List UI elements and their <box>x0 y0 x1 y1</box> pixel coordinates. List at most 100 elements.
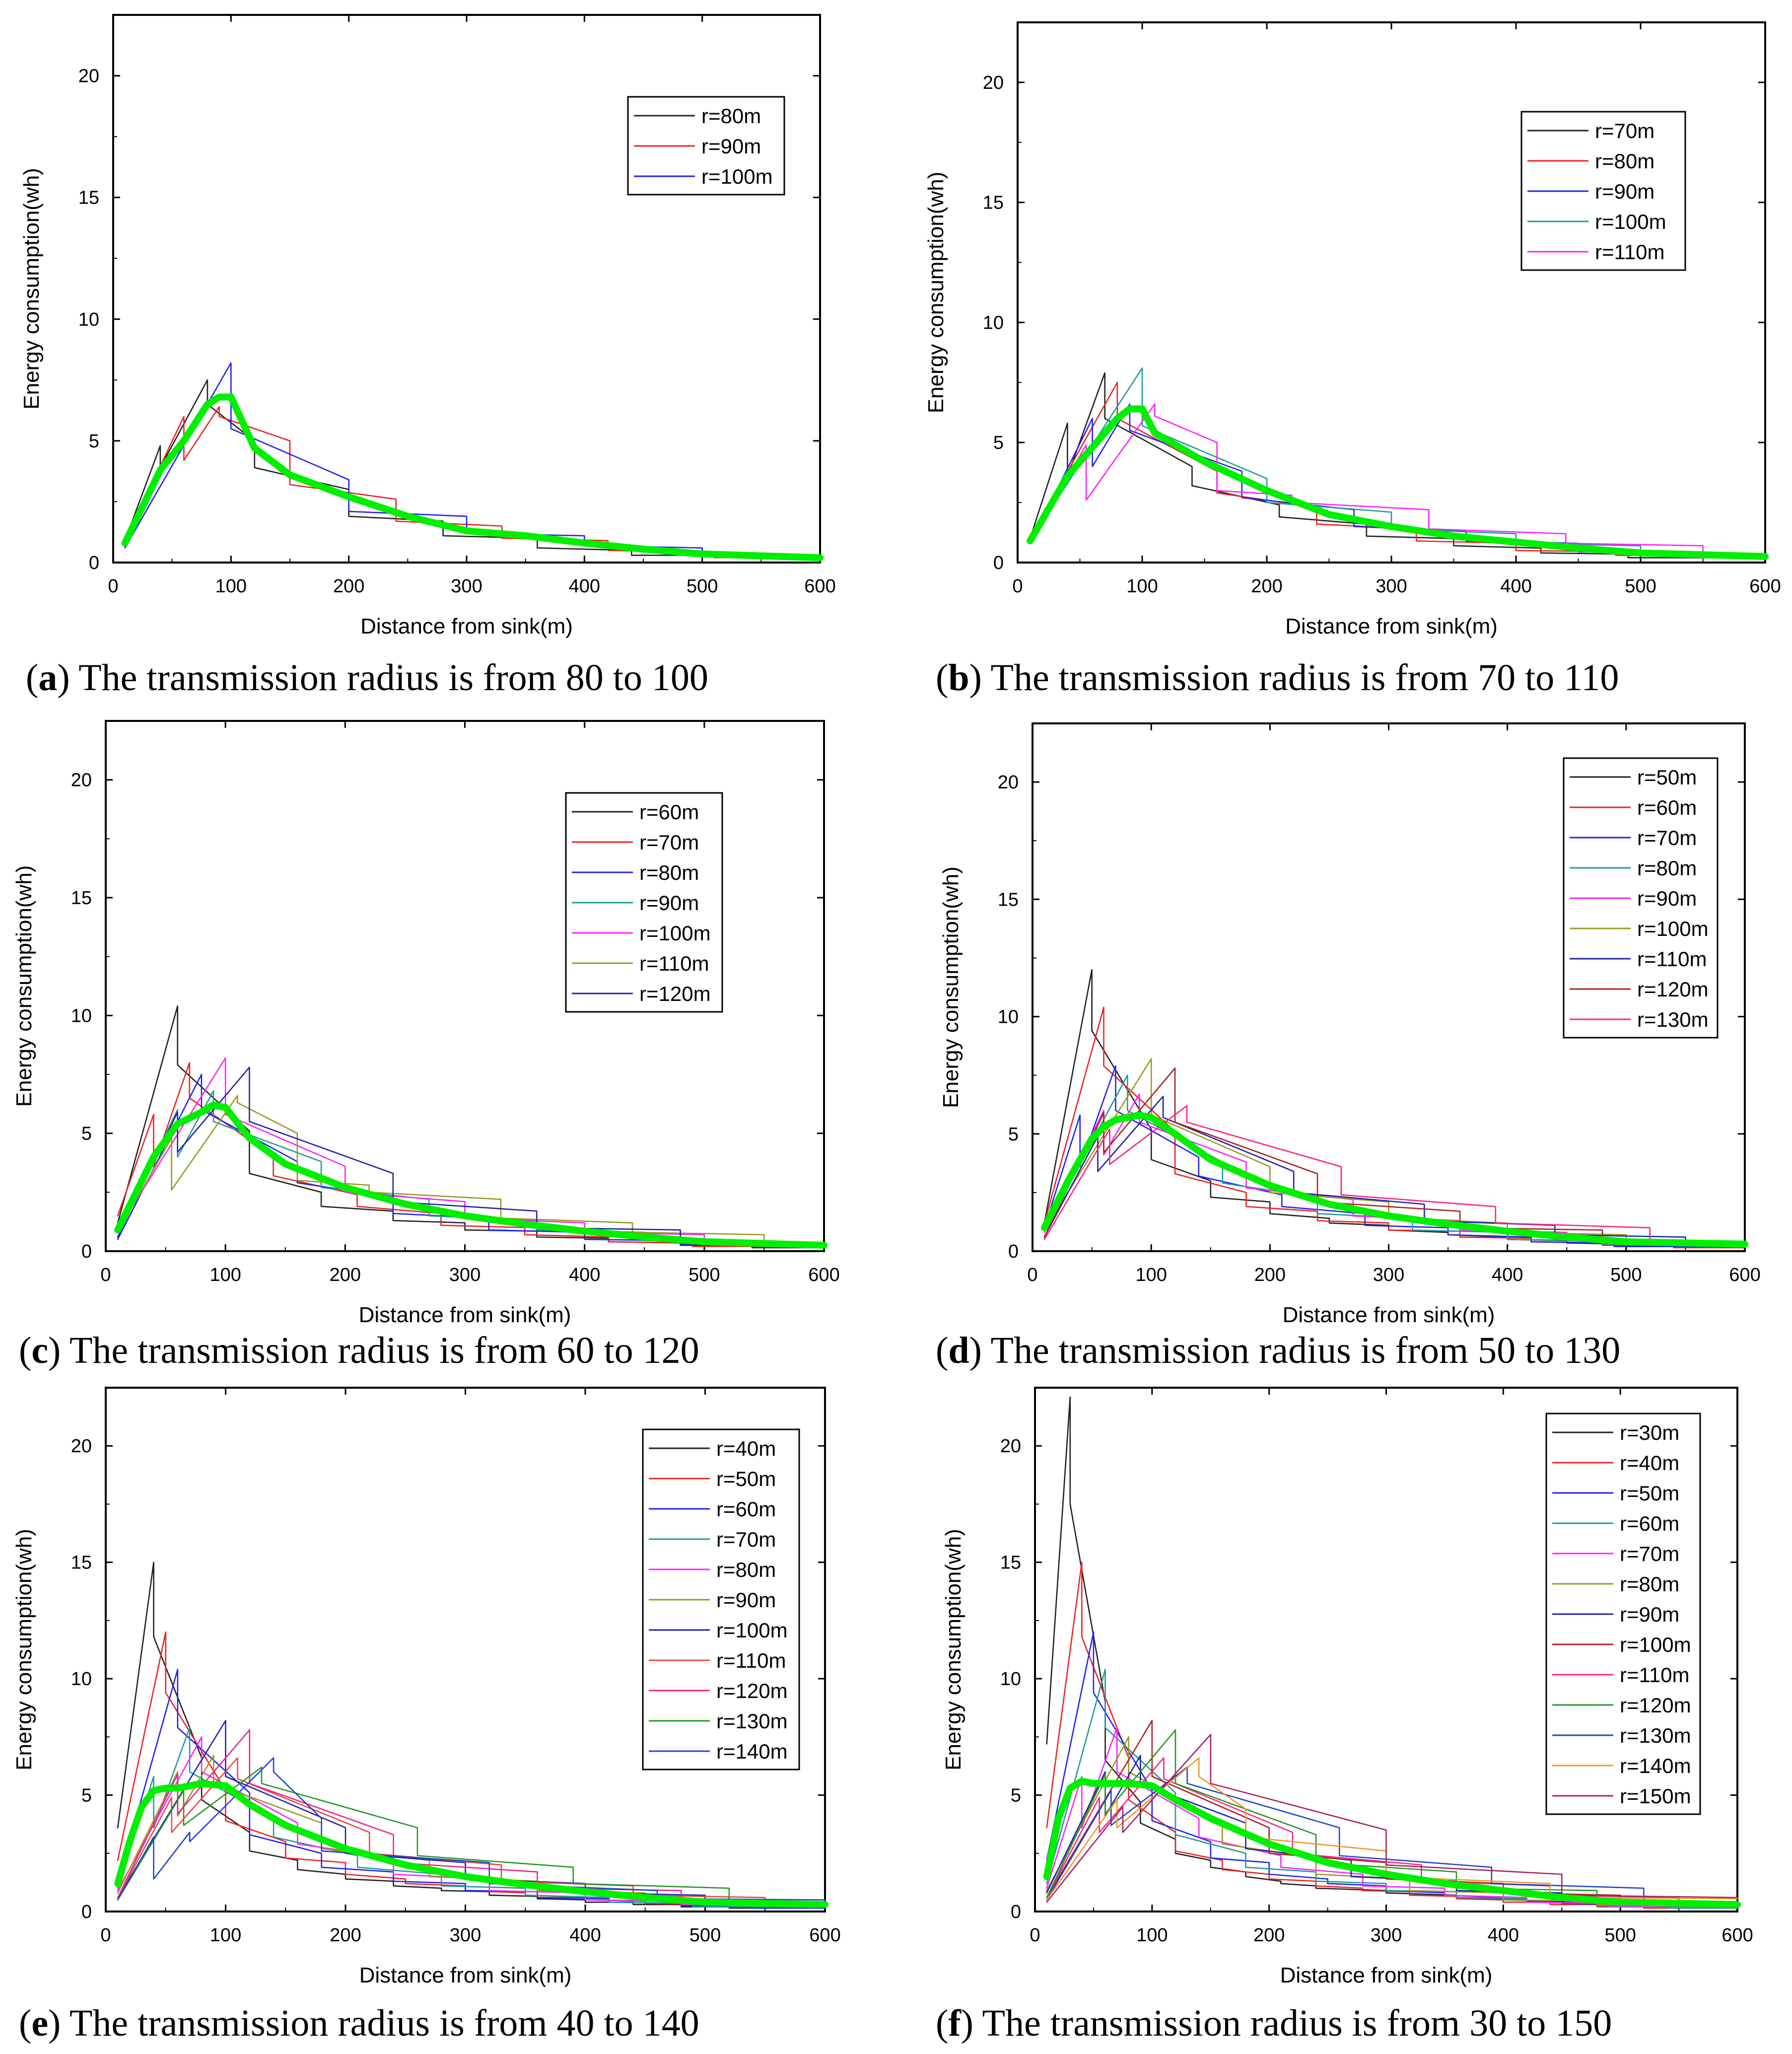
series-line-r120m <box>1046 1729 1738 1904</box>
x-tick-label: 600 <box>1749 576 1781 597</box>
x-tick-label: 200 <box>1251 576 1282 597</box>
legend-label: r=140m <box>1620 1754 1691 1777</box>
y-tick-label: 15 <box>1000 1553 1021 1573</box>
legend-label: r=90m <box>701 135 761 158</box>
y-tick-label: 20 <box>71 770 92 791</box>
x-tick-label: 300 <box>450 1925 481 1946</box>
y-tick-label: 5 <box>1011 1785 1021 1806</box>
x-tick-label: 0 <box>1030 1925 1040 1946</box>
series-line-r90m <box>117 1090 825 1246</box>
legend-label: r=50m <box>1637 766 1697 789</box>
x-tick-label: 100 <box>215 576 247 597</box>
legend-label: r=80m <box>701 104 761 128</box>
y-tick-label: 0 <box>1008 1241 1019 1262</box>
x-tick-label: 100 <box>209 1265 241 1285</box>
legend-label: r=80m <box>1595 149 1654 173</box>
y-tick-label: 15 <box>71 888 92 909</box>
series-line-average <box>114 1780 828 1908</box>
legend-label: r=130m <box>1620 1724 1691 1747</box>
x-tick-label: 200 <box>1253 1925 1285 1946</box>
series-line-r120m <box>117 1729 826 1904</box>
legend-label: r=90m <box>1637 887 1697 910</box>
x-tick-label: 600 <box>809 1925 840 1946</box>
legend-label: r=140m <box>716 1740 788 1763</box>
y-tick-label: 15 <box>983 193 1004 213</box>
x-tick-label: 0 <box>1027 1265 1037 1285</box>
legend-label: r=60m <box>1637 796 1697 819</box>
x-tick-label: 0 <box>1012 576 1023 597</box>
y-tick-label: 10 <box>1000 1669 1021 1690</box>
series-line-r130m <box>117 1767 826 1903</box>
x-tick-label: 300 <box>1373 1265 1404 1285</box>
x-tick-label: 100 <box>1126 576 1158 597</box>
legend-label: r=90m <box>1595 180 1654 203</box>
legend-label: r=110m <box>716 1649 786 1672</box>
y-axis-label: Energy consumption(wh) <box>924 172 948 414</box>
legend-label: r=120m <box>1620 1694 1691 1717</box>
series-line-r110m <box>1029 403 1766 556</box>
caption-e: (e) The transmission radius is from 40 t… <box>19 2002 699 2044</box>
legend: r=40m r=50m r=60m r=70m r=80m r=90m r=100m r=11… <box>642 1428 800 1771</box>
series-line-r110m <box>117 1757 826 1906</box>
legend-label: r=80m <box>1637 856 1697 880</box>
y-axis-label: Energy consumption(wh) <box>939 866 963 1108</box>
series-line-r90m <box>1029 403 1766 558</box>
series-line-average <box>1043 1777 1741 1908</box>
legend-label: r=60m <box>639 800 699 824</box>
legend-label: r=130m <box>716 1709 788 1733</box>
x-tick-label: 100 <box>1136 1925 1168 1946</box>
legend: r=80m r=90m r=100m <box>627 96 785 196</box>
legend-label: r=110m <box>639 952 709 975</box>
x-tick-label: 500 <box>687 576 718 597</box>
legend: r=50m r=60m r=70m r=80m r=90m r=100m r=110m r=1… <box>1563 757 1719 1039</box>
legend-label: r=110m <box>1637 947 1707 971</box>
x-tick-label: 400 <box>1492 1265 1523 1285</box>
x-axis-label: Distance from sink(m) <box>359 1963 572 1987</box>
legend-label: r=70m <box>1620 1542 1679 1565</box>
series-line-average <box>114 1101 827 1249</box>
legend-label: r=90m <box>639 891 699 915</box>
series-line-average <box>1027 405 1769 560</box>
y-tick-label: 5 <box>993 432 1004 453</box>
series-line-r110m <box>117 1095 825 1245</box>
y-tick-label: 20 <box>1000 1436 1021 1457</box>
x-tick-label: 200 <box>333 576 364 597</box>
legend-label: r=120m <box>716 1679 788 1702</box>
y-tick-label: 5 <box>81 1124 92 1144</box>
legend-label: r=70m <box>639 831 699 854</box>
y-tick-label: 0 <box>1011 1902 1021 1922</box>
x-tick-label: 600 <box>1722 1925 1753 1946</box>
panel-d: 0 100 200 300 400 500 600 0 5 10 15 20 Distance from… <box>936 722 1761 1371</box>
y-tick-label: 5 <box>81 1785 92 1806</box>
y-axis-label: Energy consumption(wh) <box>19 168 44 410</box>
series-line-r70m <box>1046 1727 1738 1908</box>
x-tick-label: 400 <box>569 1925 601 1946</box>
series-line-r140m <box>117 1757 826 1901</box>
y-tick-label: 10 <box>71 1005 92 1026</box>
y-tick-label: 20 <box>71 1436 92 1457</box>
y-tick-label: 0 <box>81 1902 92 1922</box>
y-tick-label: 5 <box>89 431 99 452</box>
panel-f: 0 100 200 300 400 500 600 0 5 10 15 20 Distance from… <box>936 1387 1753 2044</box>
x-axis-label: Distance from sink(m) <box>1285 614 1498 638</box>
y-tick-label: 20 <box>998 772 1019 793</box>
y-tick-label: 10 <box>998 1007 1019 1028</box>
x-tick-label: 400 <box>569 1265 600 1285</box>
x-axis-label: Distance from sink(m) <box>1280 1963 1493 1987</box>
series-line-r70m <box>117 1727 826 1908</box>
y-tick-label: 15 <box>71 1553 92 1573</box>
legend-label: r=40m <box>1620 1451 1679 1475</box>
series-line-r70m <box>1043 1065 1746 1247</box>
x-tick-label: 500 <box>689 1265 720 1285</box>
x-tick-label: 500 <box>1604 1925 1636 1946</box>
x-tick-label: 100 <box>210 1925 241 1946</box>
series-line-average <box>1040 1112 1748 1248</box>
x-axis-label: Distance from sink(m) <box>1283 1303 1495 1327</box>
legend-label: r=50m <box>1620 1482 1679 1505</box>
x-tick-label: 300 <box>451 576 482 597</box>
caption-a: (a) The transmission radius is from 80 t… <box>26 657 708 699</box>
y-tick-label: 0 <box>993 553 1004 573</box>
series-line-average <box>121 393 824 562</box>
x-tick-label: 600 <box>808 1265 839 1285</box>
